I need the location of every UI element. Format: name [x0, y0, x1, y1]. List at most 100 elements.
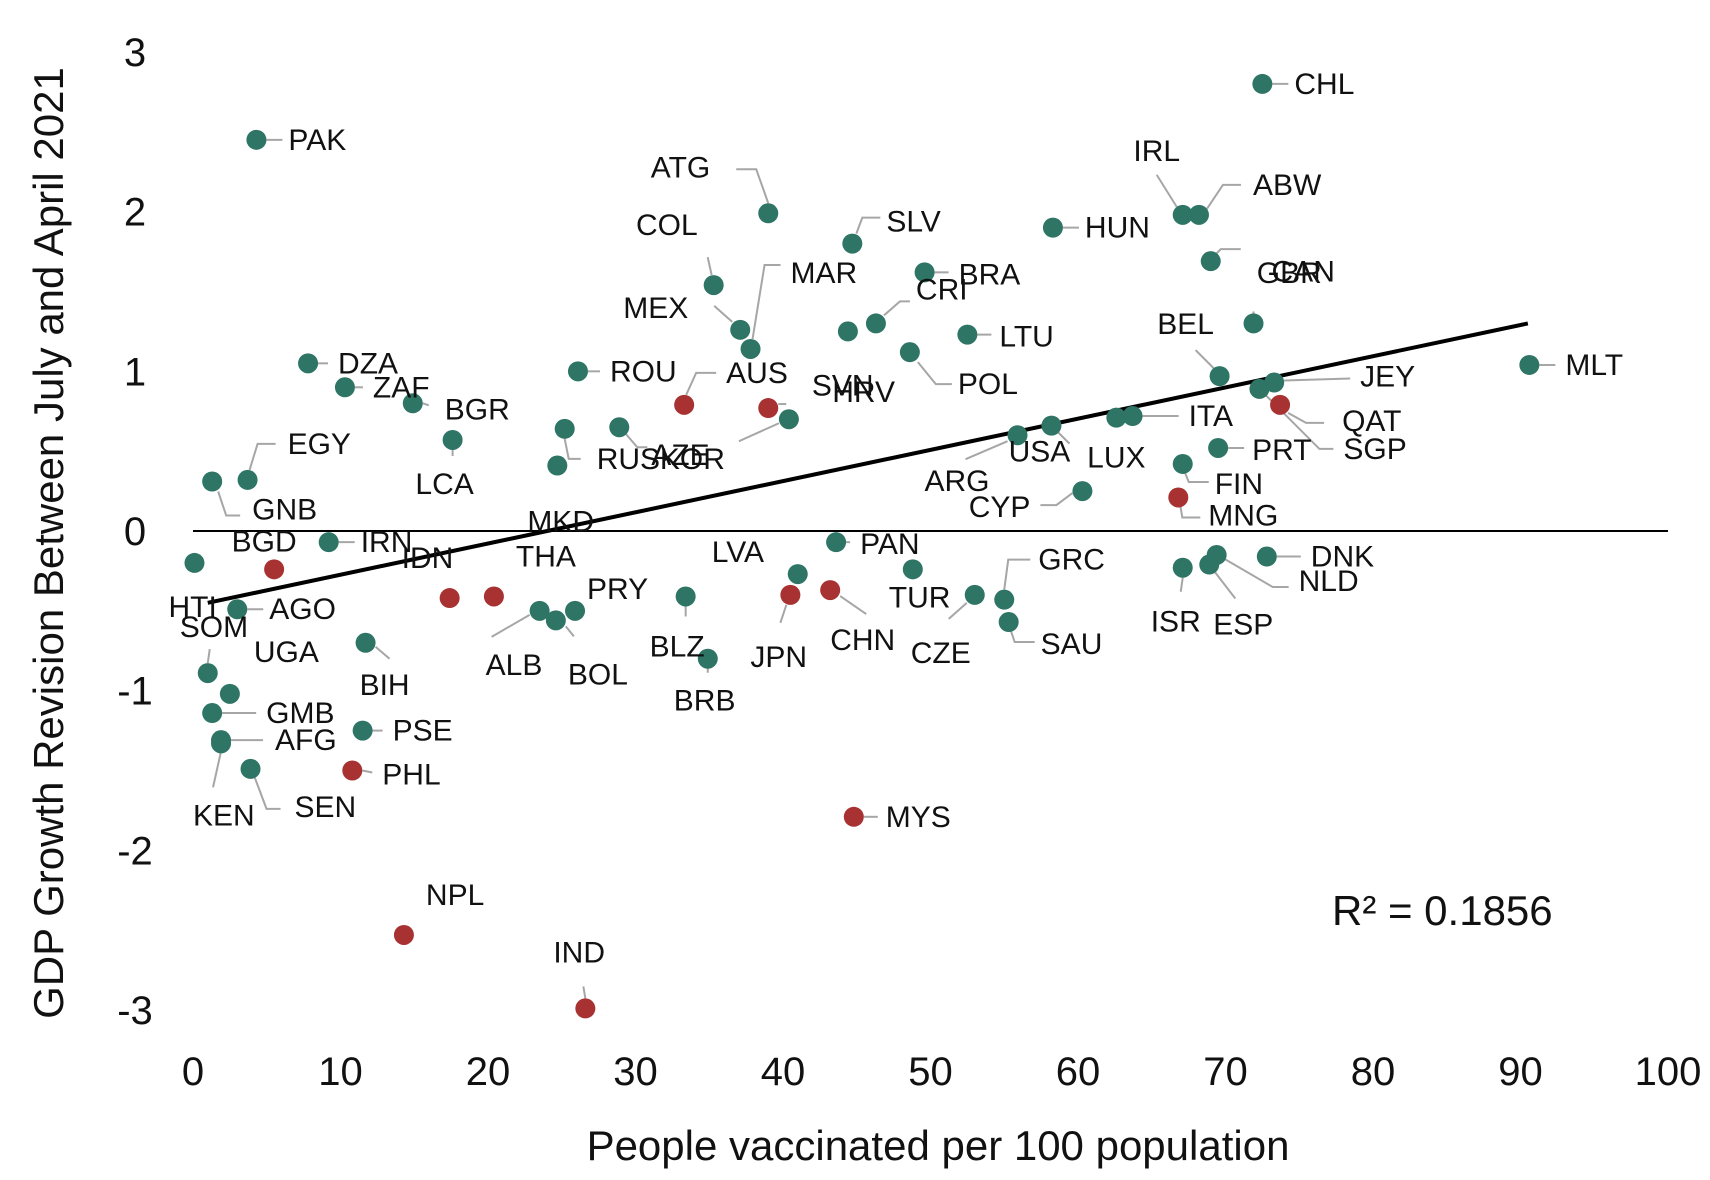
- point-mng: [1168, 487, 1189, 508]
- x-tick-label: 100: [1635, 1050, 1702, 1094]
- point-fin: [1172, 453, 1193, 474]
- point-chl: [1252, 73, 1273, 94]
- point-egy: [237, 469, 258, 490]
- point-ita: [1122, 406, 1143, 427]
- leader-line-abw: [1206, 183, 1241, 210]
- point-label-lux: LUX: [1087, 442, 1145, 475]
- point-sgp: [1249, 378, 1270, 399]
- point-pol: [899, 342, 920, 363]
- leader-line-bgr: [422, 402, 430, 407]
- point-prt: [1208, 437, 1229, 458]
- point-nld: [1206, 544, 1227, 565]
- x-tick-label: 80: [1351, 1050, 1396, 1094]
- point-label-egy: EGY: [288, 428, 351, 461]
- x-tick-label: 90: [1498, 1050, 1543, 1094]
- point-label-atg: ATG: [651, 151, 710, 184]
- point-label-gnb: GNB: [252, 494, 317, 527]
- point-label-bra: BRA: [959, 258, 1021, 291]
- point-label-tur: TUR: [889, 581, 951, 614]
- point-slv: [842, 233, 863, 254]
- point-label-gbr: GBR: [1257, 257, 1322, 290]
- point-label-bih: BIH: [360, 669, 410, 702]
- trend-line: [207, 321, 1529, 605]
- leader-line-ken: [212, 751, 223, 788]
- point-label-chl: CHL: [1294, 68, 1354, 101]
- leader-line-egy: [248, 442, 276, 471]
- x-tick-label: 40: [761, 1050, 806, 1094]
- point-lva: [787, 564, 808, 585]
- x-tick-label: 20: [466, 1050, 511, 1094]
- point-label-mys: MYS: [886, 801, 951, 834]
- point-label-pak: PAK: [288, 124, 346, 157]
- leader-line-phl: [362, 769, 373, 774]
- point-label-hrv: HRV: [832, 376, 895, 409]
- point-label-pry: PRY: [587, 573, 648, 606]
- point-atg: [758, 203, 779, 224]
- x-tick-label: 70: [1203, 1050, 1248, 1094]
- point-ind: [575, 998, 596, 1019]
- point-grc: [994, 589, 1015, 610]
- point-hrv: [758, 398, 779, 419]
- leader-line-slv: [855, 216, 881, 234]
- point-label-irn: IRN: [361, 526, 413, 559]
- point-ken: [211, 733, 232, 754]
- point-label-lva: LVA: [712, 536, 764, 569]
- point-gnb: [202, 471, 223, 492]
- point-idn: [439, 588, 460, 609]
- point-label-sau: SAU: [1041, 628, 1103, 661]
- point-mlt: [1519, 354, 1540, 375]
- point-tur: [902, 559, 923, 580]
- leader-line-cyp: [1040, 492, 1074, 507]
- y-tick-label: 3: [124, 31, 146, 75]
- point-rou: [567, 361, 588, 382]
- point-uga: [219, 683, 240, 704]
- point-label-ita: ITA: [1189, 400, 1233, 433]
- point-label-idn: IDN: [402, 542, 454, 575]
- leader-line-som: [206, 648, 211, 664]
- point-label-cri: CRI: [916, 273, 968, 306]
- leader-line-alb: [491, 613, 531, 638]
- leader-line-fin: [1183, 471, 1209, 483]
- leader-line-col: [706, 256, 713, 276]
- point-pse: [352, 720, 373, 741]
- x-tick-label: 10: [318, 1050, 363, 1094]
- point-brb: [697, 648, 718, 669]
- point-label-mkd: MKD: [527, 506, 594, 539]
- point-label-rou: ROU: [610, 355, 677, 388]
- point-ago: [227, 599, 248, 620]
- y-tick-label: 2: [124, 191, 146, 235]
- point-label-esp: ESP: [1213, 609, 1273, 642]
- x-tick-label: 60: [1056, 1050, 1101, 1094]
- x-tick-label: 0: [182, 1050, 204, 1094]
- y-tick-label: -3: [117, 989, 153, 1033]
- leader-line-sau: [1009, 629, 1035, 644]
- point-label-svn: SVN: [812, 369, 874, 402]
- point-label-ago: AGO: [269, 593, 336, 626]
- leader-line-cze: [948, 602, 968, 620]
- leader-line-bol: [565, 625, 575, 638]
- leader-line-bel: [1194, 349, 1215, 369]
- leader-line-esp: [1214, 571, 1237, 600]
- point-label-afg: AFG: [275, 724, 337, 757]
- point-dza: [298, 353, 319, 374]
- leader-line-aus: [685, 371, 717, 396]
- point-label-mar: MAR: [791, 257, 858, 290]
- point-mar: [740, 338, 761, 359]
- leader-line-chn: [839, 595, 867, 615]
- y-tick-label: -2: [117, 829, 153, 873]
- leader-line-aze: [624, 432, 648, 449]
- point-label-hun: HUN: [1085, 212, 1150, 245]
- point-bgr: [402, 393, 423, 414]
- point-tha: [483, 586, 504, 607]
- point-mys: [843, 806, 864, 827]
- point-bih: [355, 632, 376, 653]
- point-label-ken: KEN: [193, 799, 255, 832]
- point-label-col: COL: [636, 209, 698, 242]
- leader-line-grc: [1003, 558, 1031, 590]
- point-label-arg: ARG: [925, 465, 990, 498]
- point-pak: [246, 129, 267, 150]
- leader-line-mex: [713, 305, 733, 323]
- point-zaf: [334, 377, 355, 398]
- point-label-irl: IRL: [1133, 135, 1180, 168]
- point-label-bel: BEL: [1157, 308, 1214, 341]
